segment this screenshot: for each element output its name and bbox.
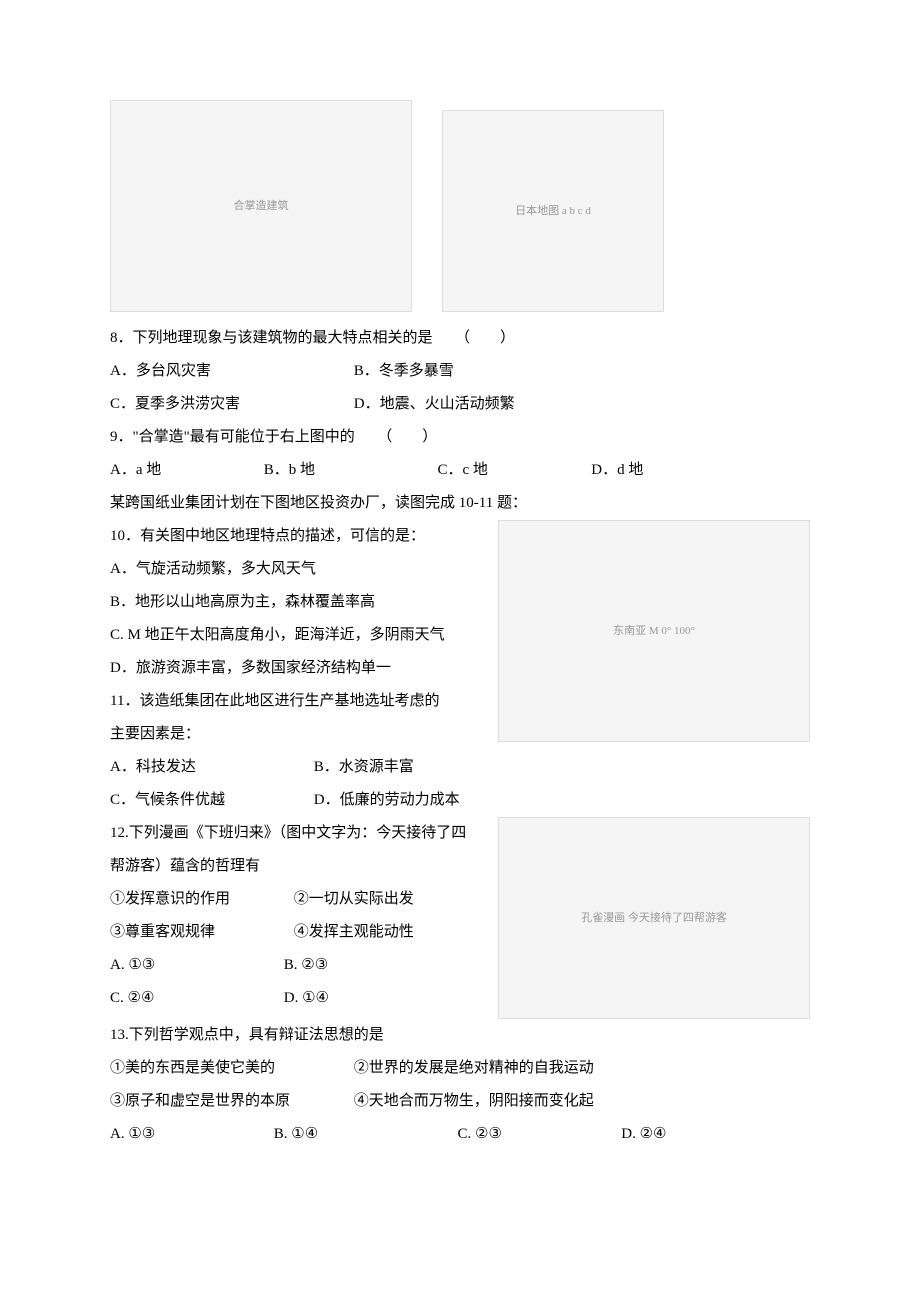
q12-s3: ③尊重客观规律 — [110, 916, 290, 949]
q10-stem: 10．有关图中地区地理特点的描述，可信的是： — [110, 520, 478, 553]
q13-opt-d: D. ②④ — [621, 1126, 666, 1142]
q13-statements-row2: ③原子和虚空是世界的本原 ④天地合而万物生，阴阳接而变化起 — [110, 1085, 810, 1118]
q13-statements-row1: ①美的东西是美使它美的 ②世界的发展是绝对精神的自我运动 — [110, 1052, 810, 1085]
q8-opt-d: D．地震、火山活动频繁 — [354, 396, 515, 412]
q12-s1: ①发挥意识的作用 — [110, 883, 290, 916]
q10-opt-d: D．旅游资源丰富，多数国家经济结构单一 — [110, 652, 478, 685]
q10-q11-right: 东南亚 M 0° 100° — [498, 520, 810, 742]
q10-opt-b: B．地形以山地高原为主，森林覆盖率高 — [110, 586, 478, 619]
q13-s2: ②世界的发展是绝对精神的自我运动 — [354, 1060, 594, 1076]
q9-opt-d: D．d 地 — [591, 462, 643, 478]
q13-opt-c: C. ②③ — [458, 1118, 618, 1151]
q11-stem-l2: 主要因素是： — [110, 718, 478, 751]
intro-10-11: 某跨国纸业集团计划在下图地区投资办厂，读图完成 10-11 题： — [110, 487, 810, 520]
q13-opt-b: B. ①④ — [274, 1118, 454, 1151]
q11-options-row2: C．气候条件优越 D．低廉的劳动力成本 — [110, 784, 810, 817]
q11-opt-b: B．水资源丰富 — [314, 759, 414, 775]
q12-statements-row1: ①发挥意识的作用 ②一切从实际出发 — [110, 883, 478, 916]
q11-stem-l1: 11．该造纸集团在此地区进行生产基地选址考虑的 — [110, 685, 478, 718]
q11-opt-a: A．科技发达 — [110, 751, 310, 784]
q12-options-row1: A. ①③ B. ②③ — [110, 949, 478, 982]
q11-opt-c: C．气候条件优越 — [110, 784, 310, 817]
q8-opt-a: A．多台风灾害 — [110, 355, 350, 388]
q12-left: 12.下列漫画《下班归来》（图中文字为：今天接待了四 帮游客）蕴含的哲理有 ①发… — [110, 817, 478, 1015]
q13-opt-a: A. ①③ — [110, 1118, 270, 1151]
q8-opt-c: C．夏季多洪涝灾害 — [110, 388, 350, 421]
q12-opt-b: B. ②③ — [284, 957, 328, 973]
q12-opt-d: D. ①④ — [284, 990, 329, 1006]
sea-map-image: 东南亚 M 0° 100° — [498, 520, 810, 742]
q8-opt-b: B．冬季多暴雪 — [354, 363, 454, 379]
q12-block: 12.下列漫画《下班归来》（图中文字为：今天接待了四 帮游客）蕴含的哲理有 ①发… — [110, 817, 810, 1019]
q13-s3: ③原子和虚空是世界的本原 — [110, 1085, 350, 1118]
q12-options-row2: C. ②④ D. ①④ — [110, 982, 478, 1015]
q13-options: A. ①③ B. ①④ C. ②③ D. ②④ — [110, 1118, 810, 1151]
q12-stem-l2: 帮游客）蕴含的哲理有 — [110, 850, 478, 883]
q13-stem: 13.下列哲学观点中，具有辩证法思想的是 — [110, 1019, 810, 1052]
q12-stem-l1: 12.下列漫画《下班归来》（图中文字为：今天接待了四 — [110, 817, 478, 850]
q9-opt-c: C．c 地 — [438, 454, 588, 487]
q12-statements-row2: ③尊重客观规律 ④发挥主观能动性 — [110, 916, 478, 949]
q10-opt-a: A．气旋活动频繁，多大风天气 — [110, 553, 478, 586]
q9-opt-a: A．a 地 — [110, 454, 260, 487]
figure-row-q8: 合掌造建筑 日本地图 a b c d — [110, 100, 810, 312]
q12-opt-c: C. ②④ — [110, 982, 280, 1015]
peacock-image: 孔雀漫画 今天接待了四帮游客 — [498, 817, 810, 1019]
q10-opt-c: C. M 地正午太阳高度角小，距海洋近，多阴雨天气 — [110, 619, 478, 652]
japan-map-image: 日本地图 a b c d — [442, 110, 664, 312]
q13-s4: ④天地合而万物生，阴阳接而变化起 — [354, 1093, 594, 1109]
q9-options: A．a 地 B．b 地 C．c 地 D．d 地 — [110, 454, 810, 487]
q10-q11-left: 10．有关图中地区地理特点的描述，可信的是： A．气旋活动频繁，多大风天气 B．… — [110, 520, 478, 784]
q12-s2: ②一切从实际出发 — [294, 891, 414, 907]
q11-options-row1: A．科技发达 B．水资源丰富 — [110, 751, 478, 784]
q10-q11-block: 10．有关图中地区地理特点的描述，可信的是： A．气旋活动频繁，多大风天气 B．… — [110, 520, 810, 784]
q13-s1: ①美的东西是美使它美的 — [110, 1052, 350, 1085]
q11-opt-d: D．低廉的劳动力成本 — [314, 792, 460, 808]
q8-options-row2: C．夏季多洪涝灾害 D．地震、火山活动频繁 — [110, 388, 810, 421]
q12-s4: ④发挥主观能动性 — [294, 924, 414, 940]
q12-opt-a: A. ①③ — [110, 949, 280, 982]
q12-right: 孔雀漫画 今天接待了四帮游客 — [498, 817, 810, 1019]
q9-stem: 9．"合掌造"最有可能位于右上图中的 （ ） — [110, 421, 810, 454]
house-image: 合掌造建筑 — [110, 100, 412, 312]
q9-opt-b: B．b 地 — [264, 454, 434, 487]
q8-options-row1: A．多台风灾害 B．冬季多暴雪 — [110, 355, 810, 388]
q8-stem: 8．下列地理现象与该建筑物的最大特点相关的是 （ ） — [110, 322, 810, 355]
